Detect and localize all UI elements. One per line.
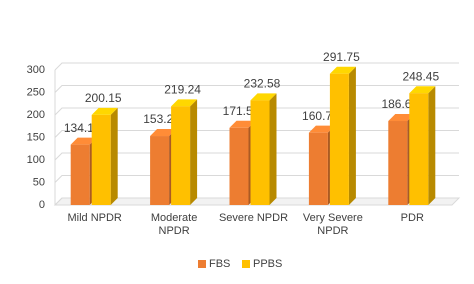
bar-top <box>329 66 356 74</box>
bar-top <box>250 93 277 101</box>
y-tick-label: 300 <box>27 64 45 76</box>
bar-top <box>91 107 118 115</box>
bar-top <box>70 137 97 145</box>
bar <box>150 136 170 205</box>
grid-line <box>54 85 459 93</box>
bar <box>171 106 191 205</box>
bar <box>388 121 408 205</box>
y-tick-label: 200 <box>27 109 45 121</box>
bar-top <box>409 86 436 94</box>
data-label: 200.15 <box>85 91 122 105</box>
bar-top <box>171 99 198 107</box>
bar <box>70 144 90 205</box>
data-label: 219.24 <box>164 83 201 97</box>
data-label: 153.24 <box>143 112 180 126</box>
data-label: 291.75 <box>323 50 360 64</box>
bar <box>308 132 328 205</box>
bar-top <box>388 114 415 122</box>
bar <box>250 100 270 205</box>
bar <box>91 114 111 205</box>
x-tick-label: PDR <box>400 212 424 224</box>
bar-top <box>150 129 177 137</box>
data-label: 232.58 <box>244 77 281 91</box>
bar-side <box>190 99 198 205</box>
legend-swatch <box>198 260 206 268</box>
bar-side <box>110 107 118 205</box>
x-tick-label: Very Severe NPDR <box>302 212 363 237</box>
bar-top <box>229 120 256 128</box>
y-tick-label: 150 <box>27 131 45 143</box>
bar <box>409 93 429 205</box>
grid-line <box>54 107 459 116</box>
y-tick-label: 100 <box>27 154 45 166</box>
y-tick-label: 50 <box>33 176 45 188</box>
x-tick-label: Severe NPDR <box>218 212 289 224</box>
bar-side <box>269 93 277 205</box>
bar-side <box>348 66 356 206</box>
data-label: 134.15 <box>64 121 101 135</box>
bar-side <box>428 86 436 205</box>
x-tick-label: Mild NPDR <box>67 212 122 224</box>
data-label: 248.45 <box>402 69 439 83</box>
legend-label: FBS <box>209 258 230 270</box>
data-label: 160.75 <box>302 109 339 123</box>
legend-swatch <box>242 260 250 268</box>
y-tick-label: 0 <box>39 199 45 211</box>
y-tick-label: 250 <box>27 86 45 98</box>
bar <box>229 127 249 205</box>
bar <box>329 73 349 206</box>
x-tick-label: Moderate NPDR <box>150 212 198 237</box>
data-label: 171.58 <box>223 104 260 118</box>
data-label: 186.64 <box>381 97 418 111</box>
bar-top <box>308 125 335 133</box>
legend-label: PPBS <box>253 258 282 270</box>
grid-line <box>54 62 459 71</box>
